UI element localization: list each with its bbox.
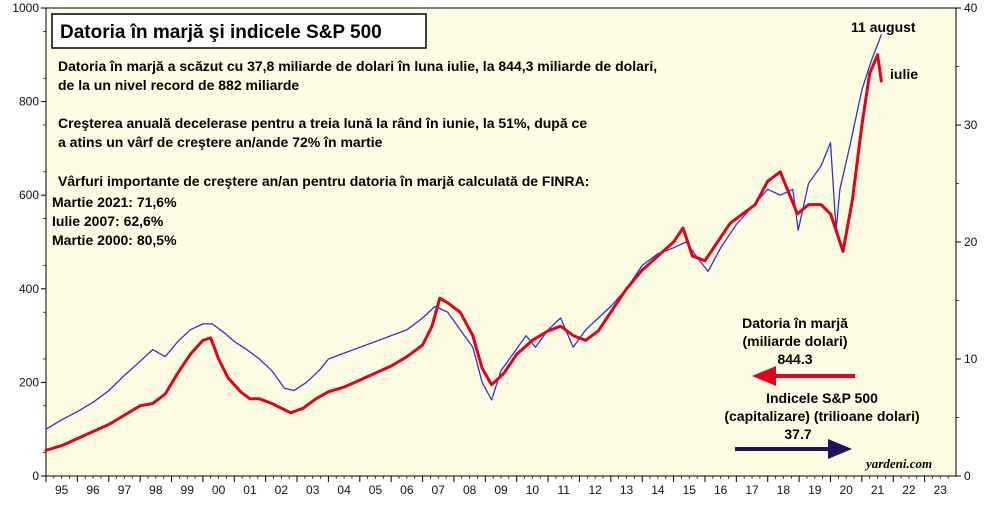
legend-margin-name: Datoria în marjă (742, 315, 848, 331)
x-tick-label: 15 (683, 483, 697, 497)
y-axis-left: 0 200 400 600 800 1000 (12, 1, 46, 483)
title-box (51, 13, 427, 49)
x-tick-label: 05 (369, 483, 383, 497)
note-line-3: Creşterea anuală decelerase pentru a tre… (58, 115, 587, 131)
x-axis: 95 96 97 98 99 00 01 02 03 04 05 06 07 08 09 10 11 12 13 14… (45, 476, 949, 497)
y-right-tick-label: 40 (964, 1, 978, 15)
x-tick-label: 02 (275, 483, 289, 497)
x-tick-label: 07 (432, 483, 446, 497)
legend-margin-arrow (752, 366, 855, 386)
y-right-tick-label: 30 (964, 118, 978, 132)
x-tick-label: 11 (558, 483, 571, 497)
x-tick-label: 06 (400, 483, 414, 497)
note-line-1: Datoria în marjă a scăzut cu 37,8 miliar… (58, 58, 657, 74)
legend-margin-unit: (miliarde dolari) (742, 333, 847, 349)
x-tick-label: 12 (588, 483, 602, 497)
series-margin-debt-line (44, 53, 883, 452)
x-tick-label: 03 (306, 483, 320, 497)
note-line-8: Martie 2000: 80,5% (52, 232, 177, 248)
note-line-7: Iulie 2007: 62,6% (52, 213, 164, 229)
x-tick-label: 14 (651, 483, 665, 497)
source-label: yardeni.com (864, 456, 932, 471)
x-tick-label: 96 (86, 483, 100, 497)
y-axis-right: 0 10 20 30 40 (956, 1, 978, 483)
note-line-4: a atins un vârf de creştere an/ande 72% … (58, 134, 383, 150)
series-lines (44, 34, 883, 452)
x-tick-label: 20 (839, 483, 853, 497)
legend-margin-value: 844.3 (777, 351, 812, 367)
y-right-tick-label: 20 (964, 235, 978, 249)
x-tick-label: 22 (902, 483, 916, 497)
y-left-tick-label: 600 (19, 188, 39, 202)
y-left-tick-label: 200 (19, 375, 39, 389)
legend-sp500-name: Indicele S&P 500 (766, 390, 878, 406)
x-tick-label: 21 (871, 483, 885, 497)
series-sp500-line (45, 34, 882, 430)
x-tick-label: 10 (526, 483, 540, 497)
y-left-tick-label: 0 (32, 469, 39, 483)
x-tick-label: 01 (243, 483, 257, 497)
x-tick-label: 95 (55, 483, 69, 497)
y-left-tick-label: 800 (19, 95, 39, 109)
note-line-6: Martie 2021: 71,6% (52, 194, 177, 210)
x-tick-label: 17 (745, 483, 759, 497)
x-tick-label: 13 (620, 483, 634, 497)
x-tick-label: 16 (714, 483, 728, 497)
x-tick-label: 08 (463, 483, 477, 497)
note-line-2: de la un nivel record de 882 miliarde (58, 77, 299, 93)
y-right-tick-label: 10 (964, 352, 978, 366)
x-tick-label: 23 (934, 483, 948, 497)
x-tick-label: 00 (212, 483, 226, 497)
y-right-tick-label: 0 (964, 469, 971, 483)
note-line-5: Vârfuri importante de creştere an/an pen… (58, 173, 589, 189)
legend-sp500-unit: (capitalizare) (trilioane dolari) (724, 408, 919, 424)
y-left-tick-label: 400 (19, 282, 39, 296)
annotation-top: 11 august (851, 19, 916, 35)
x-tick-label: 99 (181, 483, 195, 497)
x-tick-label: 09 (494, 483, 508, 497)
legend-sp500-value: 37.7 (784, 426, 811, 442)
plot-background (45, 7, 957, 477)
x-tick-label: 98 (149, 483, 163, 497)
x-tick-label: 04 (337, 483, 351, 497)
legend-sp500-arrow (735, 439, 852, 459)
chart-title: Datoria în marjă şi indicele S&P 500 (60, 22, 382, 43)
y-left-tick-label: 1000 (12, 1, 39, 15)
x-tick-label: 19 (808, 483, 822, 497)
annotation-right: iulie (890, 66, 918, 82)
x-tick-label: 18 (777, 483, 791, 497)
x-tick-label: 97 (118, 483, 132, 497)
